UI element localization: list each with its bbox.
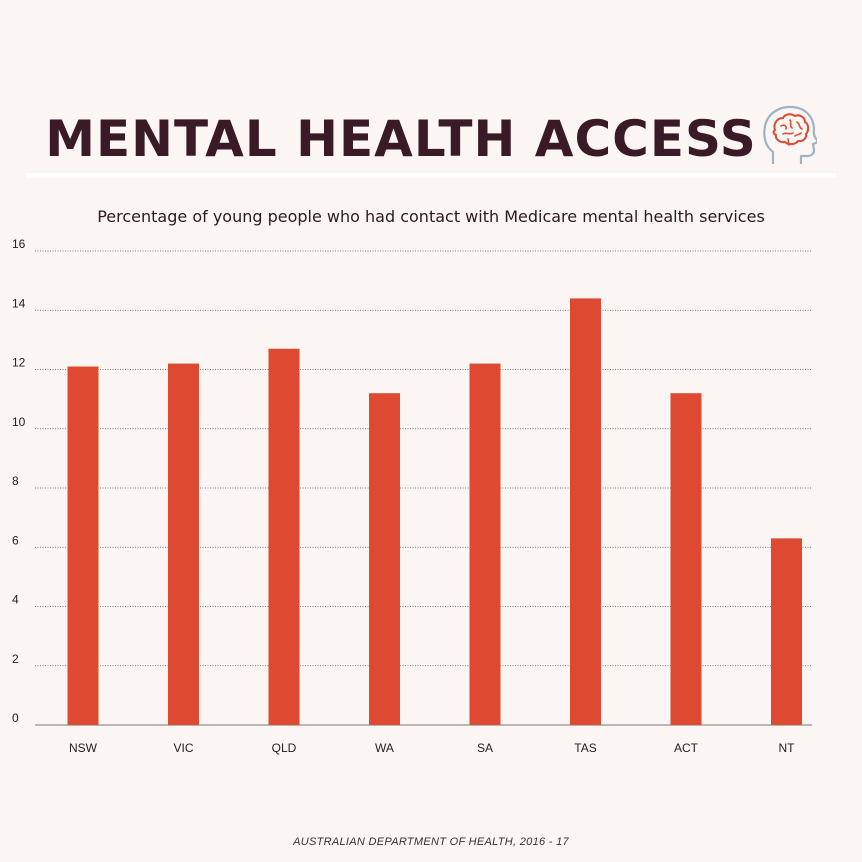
bar-act <box>670 393 702 725</box>
y-axis-ticks: 0 2 4 6 8 10 12 14 16 <box>12 237 26 725</box>
x-tick-label: NSW <box>69 741 98 755</box>
bar-wa <box>369 393 400 725</box>
chart-title: Percentage of young people who had conta… <box>97 207 765 226</box>
title-divider <box>26 173 836 178</box>
y-tick-label: 4 <box>12 593 19 607</box>
bar-chart: 0 2 4 6 8 10 12 14 16 NSW VIC QLD WA SA TAS ACT NT <box>12 237 812 755</box>
bars <box>67 298 802 725</box>
x-tick-label: WA <box>375 741 394 755</box>
y-tick-label: 14 <box>12 296 26 310</box>
bar-tas <box>570 298 601 725</box>
x-tick-label: SA <box>477 741 493 755</box>
bar-vic <box>168 363 199 725</box>
bar-qld <box>268 348 300 725</box>
title-row: MENTAL HEALTH ACCESS <box>0 104 862 174</box>
y-tick-label: 12 <box>12 356 26 370</box>
bar-nsw <box>67 366 99 725</box>
source-note: AUSTRALIAN DEPARTMENT OF HEALTH, 2016 - … <box>293 836 569 848</box>
page-title: MENTAL HEALTH ACCESS <box>45 110 757 168</box>
y-tick-label: 8 <box>12 474 19 488</box>
y-tick-label: 6 <box>12 533 19 547</box>
x-tick-label: ACT <box>674 741 699 755</box>
x-tick-label: TAS <box>574 741 596 755</box>
y-tick-label: 2 <box>12 652 19 666</box>
y-tick-label: 16 <box>12 237 26 251</box>
x-tick-label: QLD <box>272 741 297 755</box>
y-tick-label: 0 <box>12 711 19 725</box>
y-tick-label: 10 <box>12 415 26 429</box>
x-tick-label: NT <box>779 741 796 755</box>
x-tick-label: VIC <box>173 741 193 755</box>
bar-sa <box>469 363 501 725</box>
bar-nt <box>771 538 802 725</box>
brain-head-icon <box>762 105 817 164</box>
x-axis-ticks: NSW VIC QLD WA SA TAS ACT NT <box>69 741 795 755</box>
